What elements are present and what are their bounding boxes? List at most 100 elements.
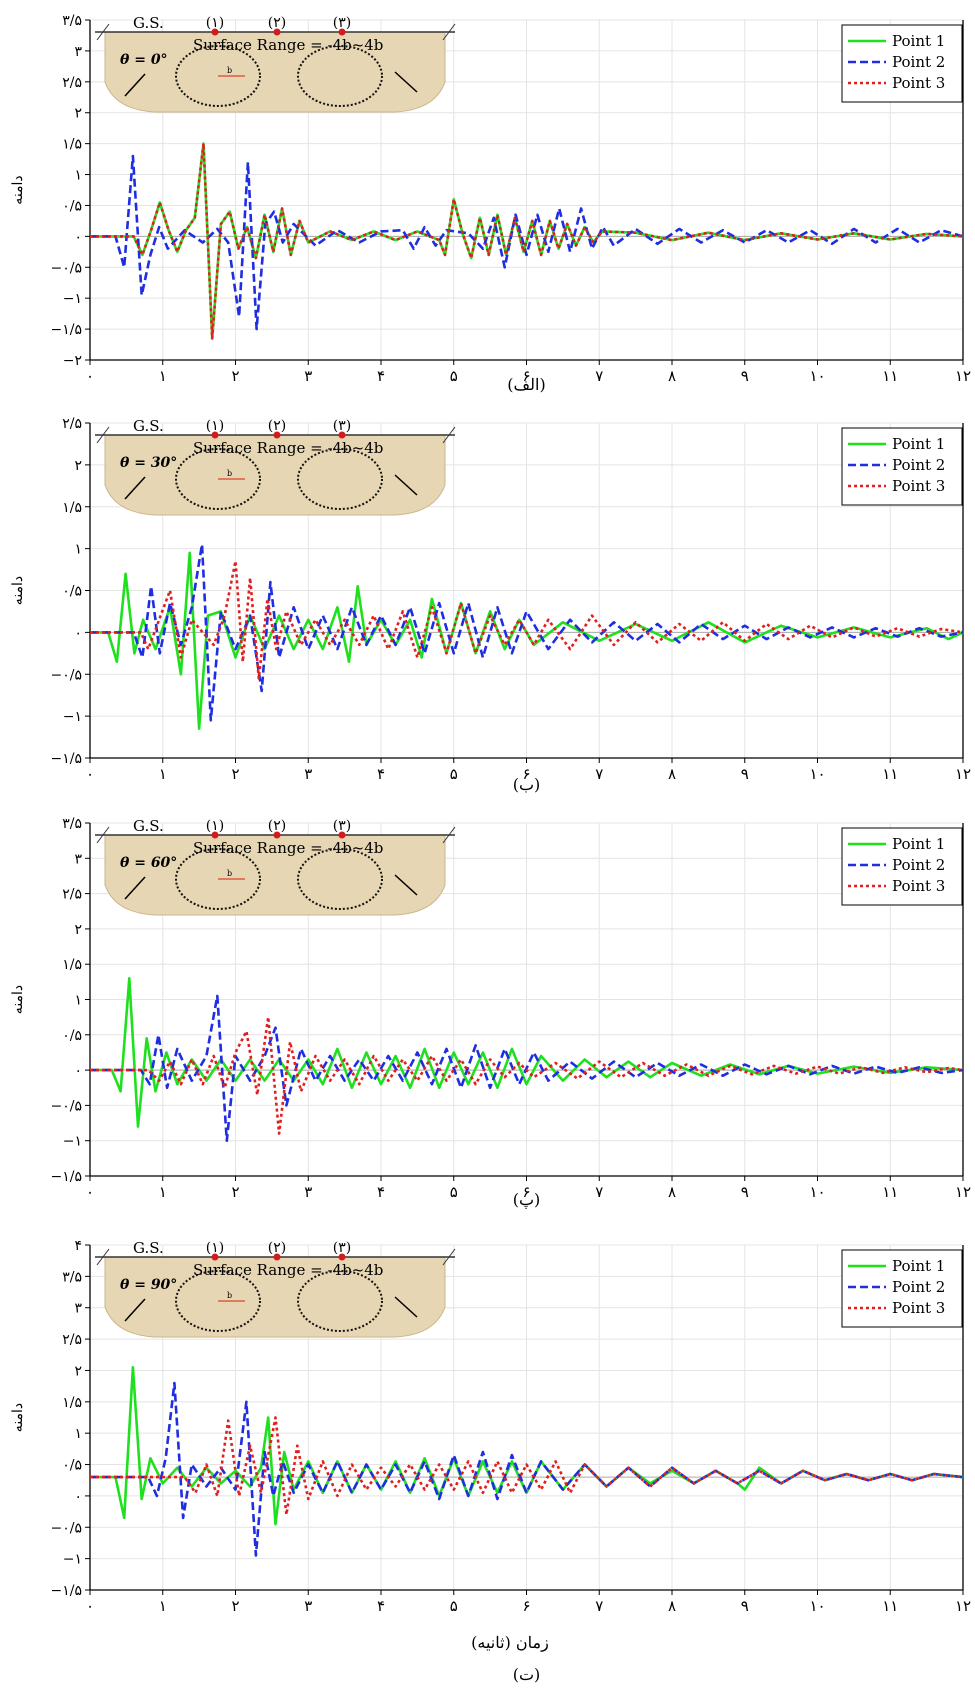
radius-label: b — [227, 869, 232, 878]
y-tick-label: ۰/۵ — [62, 584, 82, 600]
soil-body — [104, 1256, 446, 1338]
x-tick-label: ۲ — [231, 1597, 239, 1615]
x-tick-label: ۶ — [522, 765, 530, 783]
observation-point-marker — [211, 831, 219, 839]
x-tick-label: ۳ — [304, 765, 312, 783]
observation-point-label: (۲) — [268, 818, 286, 834]
x-tick-label: ۱۰ — [809, 367, 825, 385]
chart-panels: ۰ ۱ ۲ ۳ ۴ ۵ ۶ ۷ ۸ ۹ ۱۰ ۱۱ ۱۲−۲−۱/۵−۱−۰/۵۰۰/۵۱۱/۵۲۲/۵… — [10, 13, 971, 1684]
observation-point-marker — [338, 1253, 346, 1261]
range-tick — [442, 426, 456, 444]
incidence-angle-label: θ = 60° — [120, 855, 177, 871]
x-tick-label: ۰ — [86, 367, 94, 385]
reflected-wave-arrow — [394, 71, 418, 93]
y-tick-label: ۲ — [74, 458, 82, 474]
panel-label: (الف) — [507, 375, 545, 394]
observation-point-label: (۲) — [268, 1240, 286, 1256]
observation-point-marker — [338, 28, 346, 36]
x-tick-label: ۵ — [450, 1183, 458, 1201]
x-tick-label: ۱۱ — [882, 1597, 898, 1615]
observation-point-label: (۱) — [206, 418, 224, 434]
chart-panel-3: ۰ ۱ ۲ ۳ ۴ ۵ ۶ ۷ ۸ ۹ ۱۰ ۱۱ ۱۲−۱/۵−۱−۰/۵۰۰/۵۱۱/۵۲۲/۵۳۳… — [10, 816, 971, 1209]
observation-point-marker — [273, 831, 281, 839]
x-tick-label: ۱ — [159, 1183, 167, 1201]
observation-point-marker — [273, 28, 281, 36]
legend-box — [841, 1249, 963, 1328]
radius-label: b — [227, 1291, 232, 1300]
legend-label: Point 3 — [892, 74, 945, 92]
legend-label: Point 3 — [892, 1299, 945, 1317]
soil-body — [104, 834, 446, 916]
y-tick-label: ۳ — [74, 1301, 82, 1317]
legend-label: Point 2 — [892, 53, 945, 71]
series-line-point-2 — [90, 994, 964, 1142]
legend-box — [841, 827, 963, 906]
tunnel-outline — [175, 448, 261, 510]
y-tick-label: ۰ — [74, 1489, 82, 1505]
y-tick-label: −۰/۵ — [51, 260, 83, 276]
x-tick-label: ۲ — [231, 367, 239, 385]
x-tick-label: ۵ — [450, 765, 458, 783]
x-tick-label: ۹ — [741, 1183, 749, 1201]
y-tick-label: −۱ — [63, 1134, 82, 1150]
reflected-wave-arrow — [394, 474, 418, 496]
incident-wave-arrow — [124, 476, 146, 500]
series-line-point-3 — [90, 1416, 964, 1516]
inset-diagram: G.S. Surface Range = -4b~4b θ = 30° (۱) (۲) (… — [95, 417, 456, 516]
y-tick-label: ۲/۵ — [62, 887, 82, 903]
panel-label: (ت) — [513, 1665, 541, 1684]
x-tick-label: ۱۲ — [955, 1597, 971, 1615]
legend-label: Point 3 — [892, 877, 945, 895]
panel-label: (ب) — [513, 775, 541, 794]
y-axis-label: دامنه — [10, 175, 26, 204]
legend-label: Point 2 — [892, 456, 945, 474]
y-tick-label: ۲/۵ — [62, 1332, 82, 1348]
legend-label: Point 2 — [892, 856, 945, 874]
y-axis-label: دامنه — [10, 1403, 26, 1432]
inset-diagram: G.S. Surface Range = -4b~4b θ = 60° (۱) (۲) (… — [95, 817, 456, 916]
y-tick-label: ۱ — [74, 1426, 82, 1442]
x-tick-label: ۹ — [741, 1597, 749, 1615]
observation-point-label: (۳) — [333, 1240, 351, 1256]
x-tick-label: ۷ — [595, 1597, 603, 1615]
x-tick-label: ۱ — [159, 1597, 167, 1615]
observation-point-label: (۱) — [206, 15, 224, 31]
x-tick-label: ۹ — [741, 765, 749, 783]
legend-label: Point 1 — [892, 435, 945, 453]
x-tick-label: ۸ — [668, 367, 676, 385]
legend: Point 1 Point 2 Point 3 — [841, 24, 963, 103]
observation-point-label: (۲) — [268, 15, 286, 31]
ground-label: G.S. — [133, 817, 164, 835]
observation-point-label: (۲) — [268, 418, 286, 434]
legend-label: Point 3 — [892, 477, 945, 495]
x-tick-label: ۱۲ — [955, 367, 971, 385]
y-tick-label: ۲/۵ — [62, 75, 82, 91]
soil-body — [104, 434, 446, 516]
series-line-point-2 — [90, 543, 964, 722]
x-tick-label: ۳ — [304, 1183, 312, 1201]
range-tick — [96, 23, 110, 41]
y-tick-label: ۳/۵ — [62, 1269, 82, 1285]
chart-panel-2: ۰ ۱ ۲ ۳ ۴ ۵ ۶ ۷ ۸ ۹ ۱۰ ۱۱ ۱۲−۱/۵−۱−۰/۵۰۰/۵۱۱/۵۲۲/۵دا… — [10, 416, 971, 794]
x-tick-label: ۲ — [231, 1183, 239, 1201]
series-line-point-2 — [90, 1381, 964, 1557]
x-tick-label: ۷ — [595, 367, 603, 385]
y-tick-label: ۰/۵ — [62, 1028, 82, 1044]
legend-box — [841, 24, 963, 103]
x-tick-label: ۷ — [595, 1183, 603, 1201]
reflected-wave-arrow — [394, 1296, 418, 1318]
x-tick-label: ۴ — [377, 1183, 385, 1201]
observation-point-marker — [338, 831, 346, 839]
series-line-point-3 — [90, 142, 964, 340]
x-tick-label: ۱۲ — [955, 765, 971, 783]
y-tick-label: ۳ — [74, 44, 82, 60]
x-tick-label: ۱۰ — [809, 1183, 825, 1201]
x-tick-label: ۱۰ — [809, 765, 825, 783]
incident-wave-arrow — [124, 876, 146, 900]
y-tick-label: −۰/۵ — [51, 1098, 83, 1114]
ground-label: G.S. — [133, 417, 164, 435]
x-tick-label: ۴ — [377, 1597, 385, 1615]
y-tick-label: ۰ — [74, 625, 82, 641]
y-tick-label: −۰/۵ — [51, 667, 83, 683]
observation-point-marker — [273, 1253, 281, 1261]
